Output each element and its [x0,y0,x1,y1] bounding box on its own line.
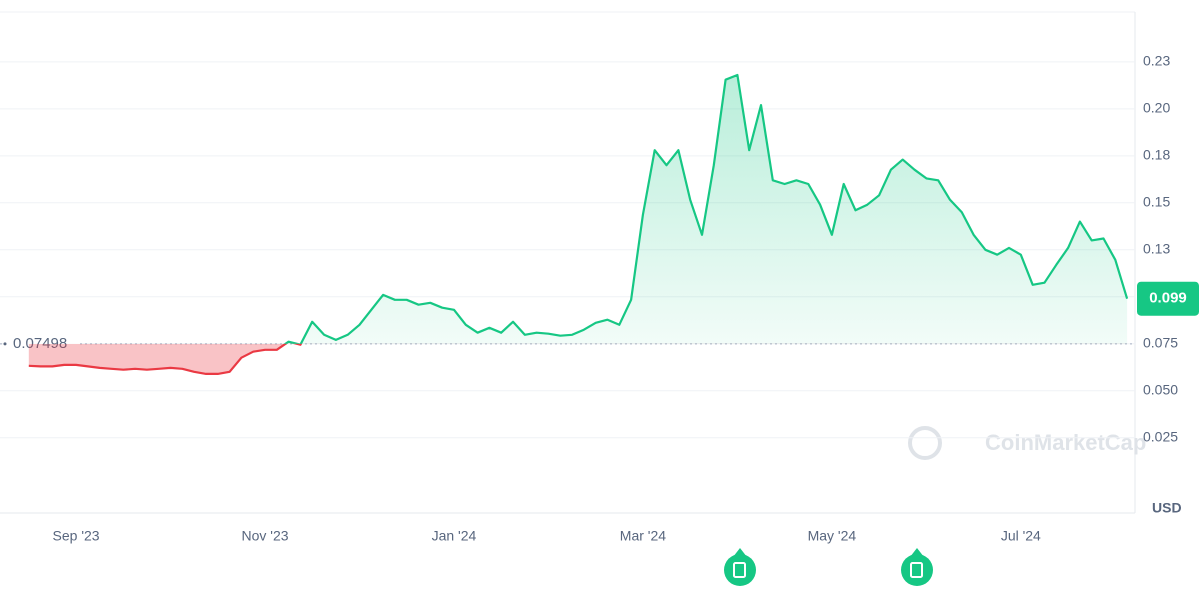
baseline-label: 0.07498 [13,335,67,352]
price-line-down [28,343,303,375]
price-line-up [283,73,1129,344]
y-tick-label: 0.18 [1143,147,1170,163]
area-up [28,75,1128,344]
x-tick-label: Jul '24 [1001,528,1041,544]
watermark: CoinMarketCap [985,430,1146,455]
event-marker[interactable] [901,548,933,586]
y-tick-label: 0.025 [1143,429,1178,445]
y-tick-label: 0.20 [1143,100,1170,116]
y-tick-label: 0.23 [1143,53,1170,69]
baseline-dot [3,342,7,346]
x-tick-label: May '24 [808,528,857,544]
price-badge [1137,281,1199,316]
y-tick-label: 0.15 [1143,194,1170,210]
watermark-logo [908,426,942,460]
currency-label: USD [1152,500,1182,516]
y-tick-label: 0.13 [1143,241,1170,257]
x-tick-label: Nov '23 [241,528,288,544]
x-tick-label: Mar '24 [620,528,666,544]
y-tick-label: 0.075 [1143,335,1178,351]
x-tick-label: Sep '23 [53,528,100,544]
x-tick-label: Jan '24 [432,528,477,544]
price-badge-label: 0.099 [1149,290,1187,307]
event-marker[interactable] [724,548,756,586]
y-tick-label: 0.050 [1143,382,1178,398]
